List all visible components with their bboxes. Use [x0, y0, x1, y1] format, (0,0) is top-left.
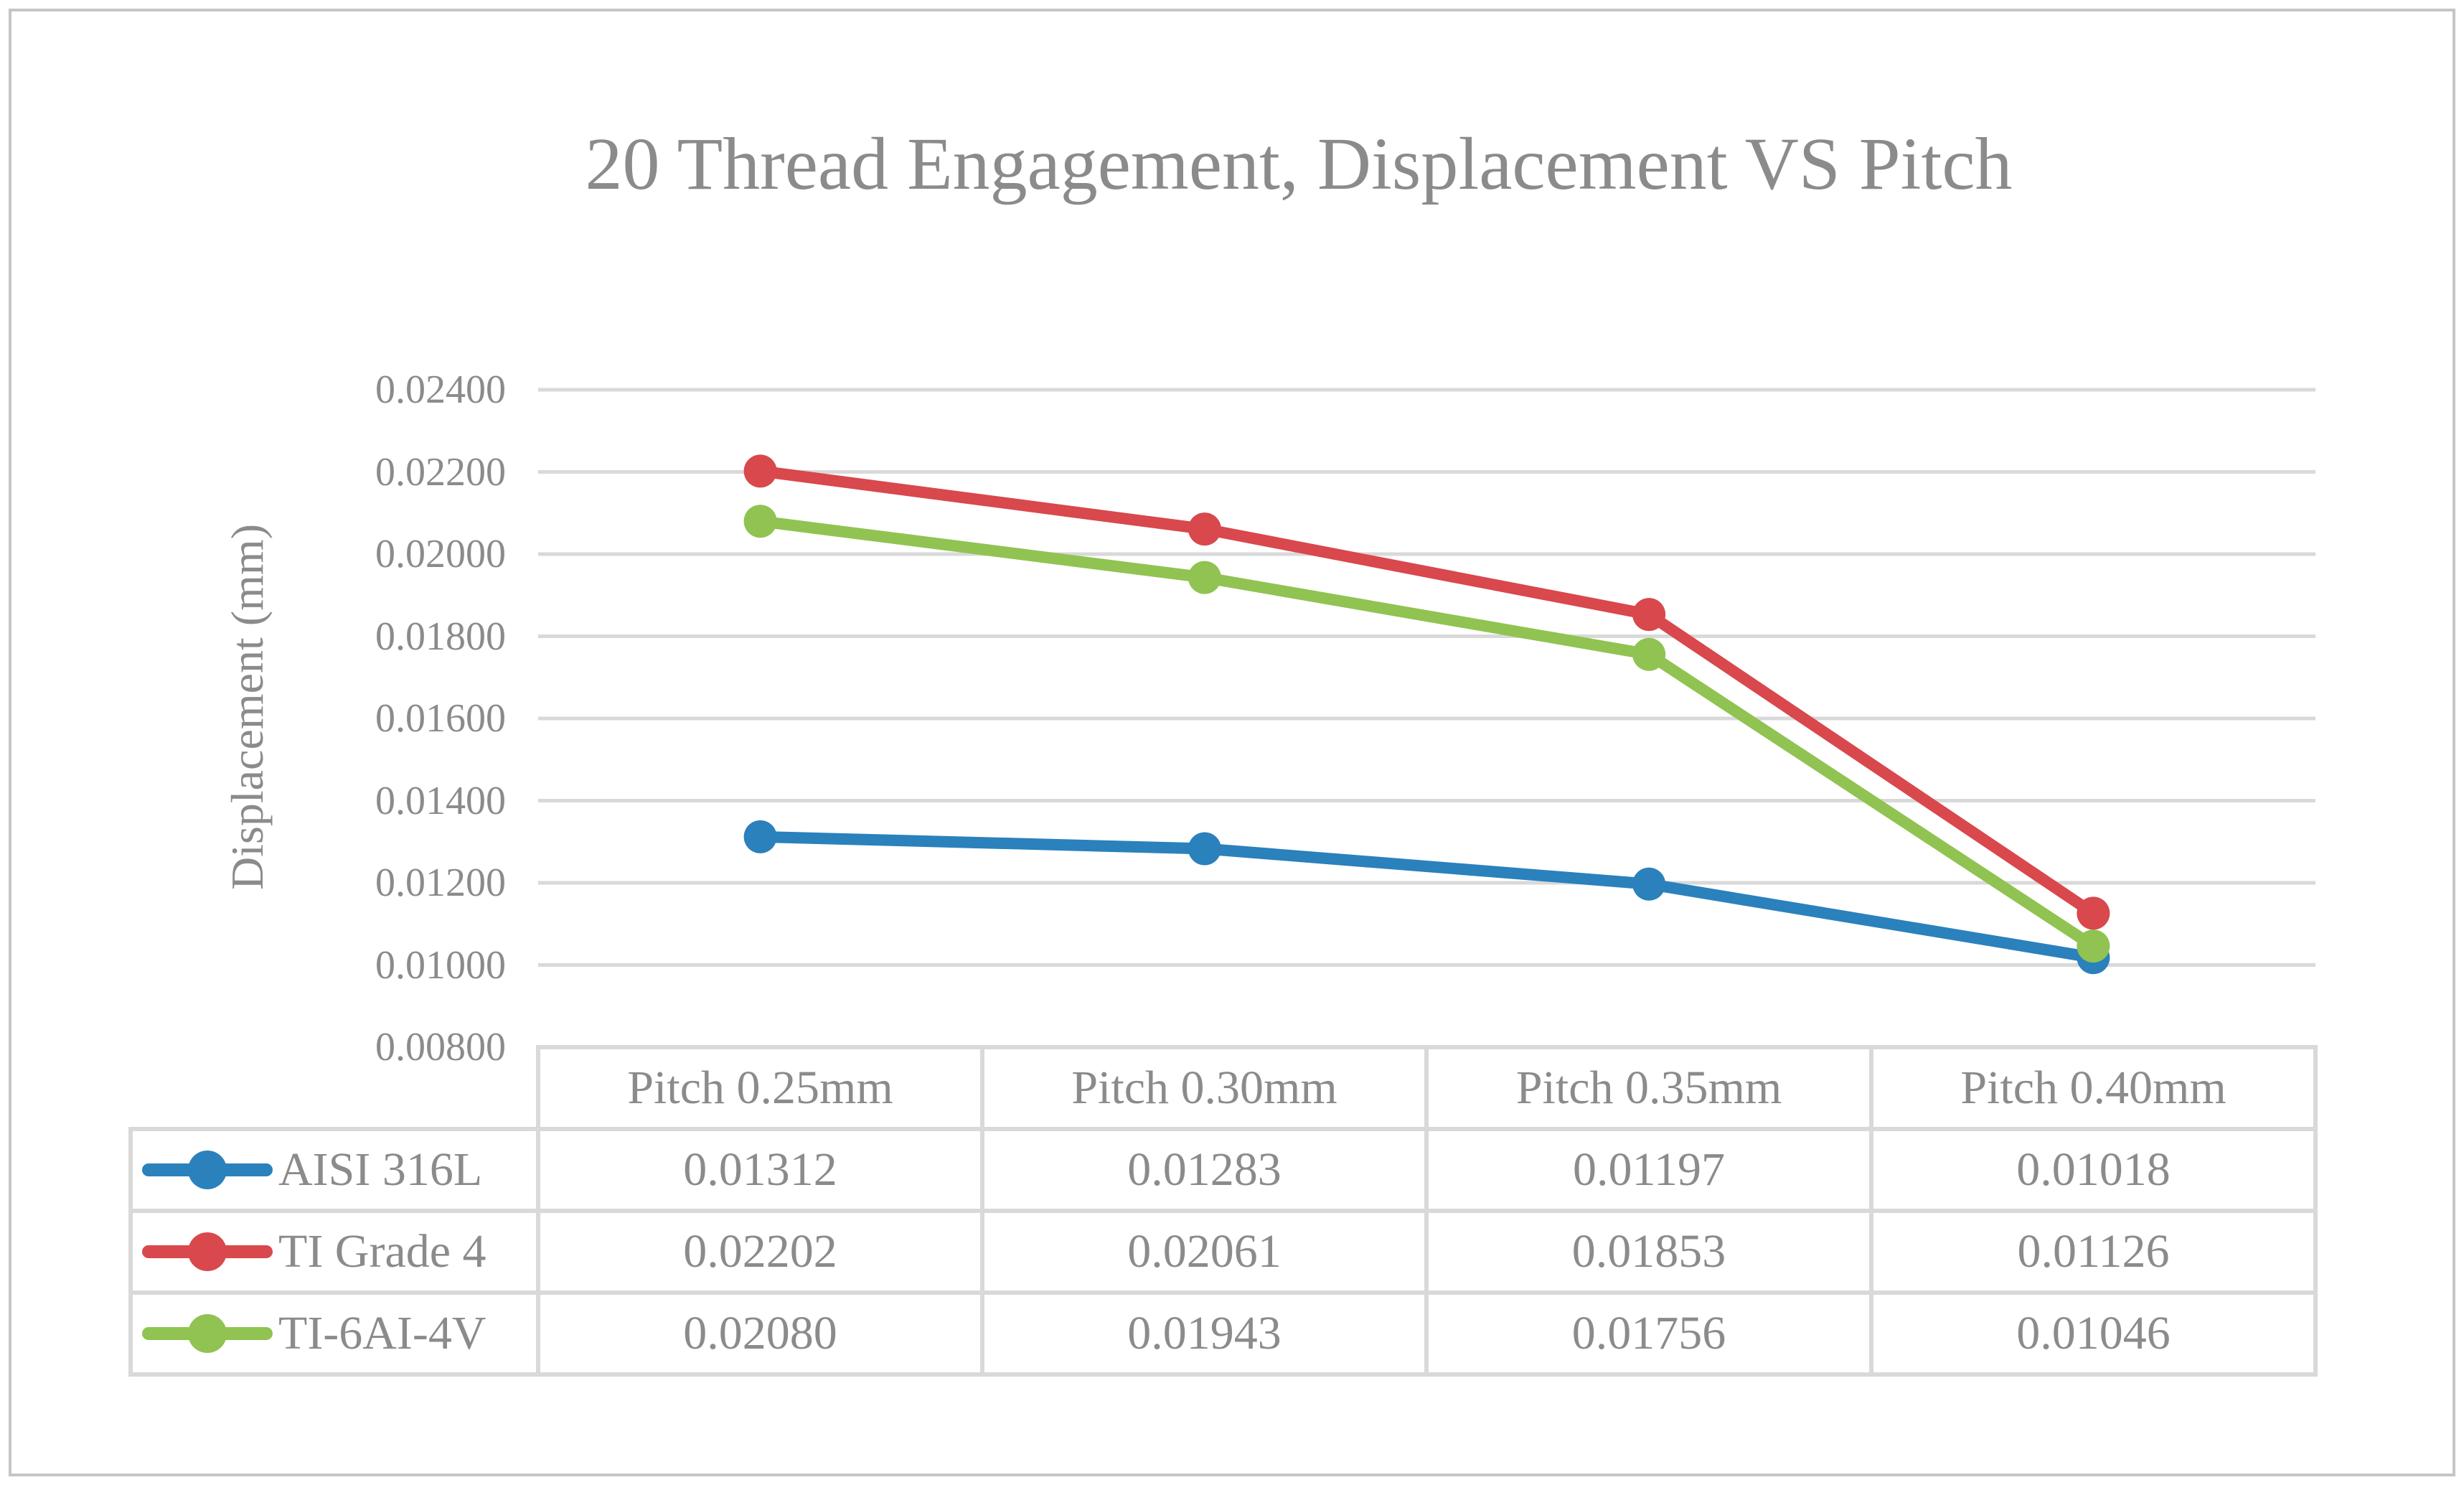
table-cell-aisi-030: 0.01283 [1127, 1143, 1282, 1196]
y-tick-label: 0.01600 [375, 696, 506, 741]
data-point-ti-grade-4 [1632, 598, 1666, 632]
series-line-ti-grade-4 [754, 465, 2099, 919]
series-line-ti-6ai-4v [754, 515, 2099, 952]
data-point-aisi-316l [1632, 867, 1666, 901]
legend-item-aisi-316l: AISI 316L [131, 1129, 550, 1211]
y-tick-label: 0.01000 [375, 942, 506, 988]
y-tick-label: 0.02400 [375, 367, 506, 412]
table-cell-tigrade4-035: 0.01853 [1571, 1225, 1726, 1278]
y-tick-label: 0.02200 [375, 449, 506, 495]
table-header-pitch-040: Pitch 0.40mm [1960, 1062, 2226, 1114]
data-point-ti-grade-4 [743, 454, 777, 488]
table-cell-aisi-035: 0.01197 [1572, 1143, 1726, 1196]
chart-border-frame [9, 9, 2455, 1476]
data-point-aisi-316l [1188, 832, 1221, 866]
data-point-ti-6ai-4v [2077, 929, 2110, 963]
data-point-aisi-316l [743, 820, 777, 853]
legend-label-ti-6ai-4v: TI-6AI-4V [278, 1307, 486, 1359]
legend-marker-ti-grade-4-icon [142, 1231, 273, 1273]
data-point-ti-grade-4 [2077, 896, 2110, 930]
y-tick-label: 0.01400 [375, 778, 506, 823]
data-point-ti-6ai-4v [1632, 637, 1666, 671]
legend-marker-ti-6ai-4v-icon [142, 1313, 273, 1354]
legend-marker-aisi-316l-icon [142, 1149, 273, 1191]
legend-label-aisi-316l: AISI 316L [278, 1143, 483, 1196]
table-cell-ti6ai4v-025: 0.02080 [683, 1307, 837, 1359]
table-header-pitch-025: Pitch 0.25mm [627, 1062, 893, 1114]
table-cell-aisi-025: 0.01312 [683, 1143, 837, 1196]
series-line-aisi-316l [754, 830, 2099, 964]
legend-item-ti-grade-4: TI Grade 4 [131, 1211, 550, 1293]
table-cell-ti6ai4v-035: 0.01756 [1571, 1307, 1726, 1359]
data-point-ti-6ai-4v [1188, 561, 1221, 594]
data-point-ti-6ai-4v [743, 505, 777, 538]
table-header-pitch-035: Pitch 0.35mm [1515, 1062, 1782, 1114]
data-point-ti-grade-4 [1188, 512, 1221, 546]
table-cell-tigrade4-025: 0.02202 [683, 1225, 837, 1278]
table-cell-aisi-040: 0.01018 [2016, 1143, 2171, 1196]
y-tick-label: 0.02000 [375, 532, 506, 576]
table-header-pitch-030: Pitch 0.30mm [1071, 1062, 1337, 1114]
table-cell-ti6ai4v-030: 0.01943 [1127, 1307, 1282, 1359]
chart-title: 20 Thread Engagement, Displacement VS Pi… [585, 123, 2013, 205]
y-tick-label: 0.01800 [375, 614, 506, 659]
legend-item-ti-6ai-4v: TI-6AI-4V [131, 1293, 550, 1374]
legend-label-ti-grade-4: TI Grade 4 [278, 1225, 486, 1278]
y-tick-label: 0.00800 [375, 1025, 506, 1069]
table-cell-tigrade4-030: 0.02061 [1127, 1225, 1282, 1278]
table-cell-ti6ai4v-040: 0.01046 [2016, 1307, 2171, 1359]
table-cell-tigrade4-040: 0.01126 [2017, 1225, 2170, 1278]
y-tick-label: 0.01200 [375, 861, 506, 905]
